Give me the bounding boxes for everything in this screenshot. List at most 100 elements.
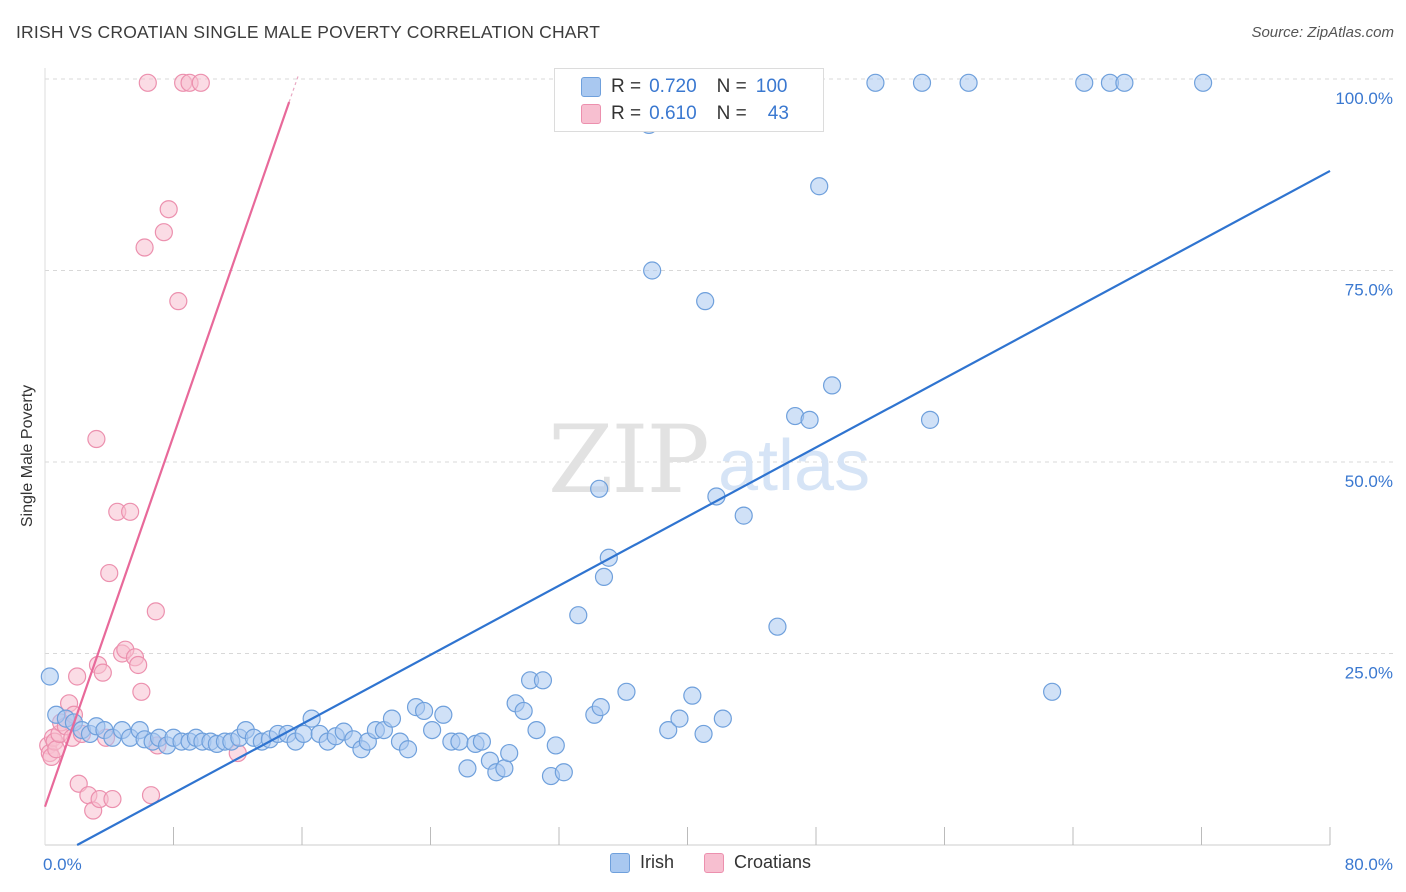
- irish-point: [694, 724, 713, 744]
- irish-r-value: 0.720: [649, 76, 697, 97]
- x-tick-label: 0.0%: [43, 855, 82, 874]
- stats-row-irish: R = 0.720 N = 100: [555, 74, 787, 100]
- croatian-point: [100, 563, 119, 583]
- irish-point: [659, 720, 678, 740]
- croatian-points: [39, 73, 247, 820]
- croatian-point: [87, 429, 106, 449]
- croatian-point: [68, 667, 87, 686]
- series-legend: Irish Croatians: [610, 852, 841, 873]
- croatian-point: [141, 786, 161, 805]
- irish-point: [500, 743, 519, 763]
- trend-lines: [43, 73, 1331, 846]
- irish-point: [569, 606, 588, 625]
- irish-point: [822, 376, 842, 395]
- irish-point: [423, 720, 442, 740]
- croatian-trend-extension: [288, 73, 300, 103]
- croatian-point: [132, 682, 151, 701]
- source-credit: Source: ZipAtlas.com: [1251, 24, 1394, 41]
- irish-point: [912, 73, 932, 92]
- irish-point: [683, 686, 702, 705]
- croatian-point: [103, 789, 122, 809]
- irish-n-label: N =: [716, 76, 747, 97]
- irish-point: [810, 177, 829, 196]
- legend-irish-swatch: [610, 852, 630, 873]
- irish-r-label: R =: [611, 76, 642, 97]
- irish-points: [40, 73, 1213, 786]
- croatian-point: [146, 602, 165, 621]
- croatians-r-label: R =: [611, 103, 642, 124]
- axes: [44, 68, 1331, 846]
- irish-point: [495, 759, 514, 778]
- watermark-atlas: atlas: [718, 426, 870, 506]
- legend-item-croatians: Croatians: [704, 852, 811, 873]
- irish-point: [959, 73, 978, 92]
- irish-point: [800, 410, 819, 429]
- chart-title: IRISH VS CROATIAN SINGLE MALE POVERTY CO…: [16, 22, 601, 42]
- croatian-point: [169, 292, 188, 311]
- y-tick-label: 75.0%: [1345, 281, 1393, 300]
- gridlines: [45, 78, 1395, 654]
- irish-point: [382, 709, 402, 728]
- legend-item-irish: Irish: [610, 852, 674, 873]
- legend-croatians-swatch: [704, 852, 725, 873]
- watermark: ZIP atlas: [548, 406, 870, 515]
- croatians-swatch: [581, 104, 601, 124]
- croatian-point: [159, 200, 178, 219]
- croatian-point: [121, 502, 140, 521]
- irish-point: [527, 720, 546, 740]
- irish-swatch: [581, 77, 601, 97]
- croatians-n-value: 43: [767, 103, 789, 124]
- irish-point: [546, 736, 565, 755]
- croatian-point: [154, 223, 173, 242]
- croatians-r-value: 0.610: [649, 103, 697, 124]
- irish-point: [414, 701, 434, 721]
- irish-trend-line: [76, 169, 1331, 846]
- irish-n-value: 100: [755, 76, 788, 97]
- irish-point: [768, 617, 787, 636]
- irish-point: [450, 732, 469, 751]
- irish-point: [472, 732, 491, 751]
- irish-point: [1043, 682, 1062, 701]
- croatian-trend-line: [43, 101, 291, 808]
- irish-point: [514, 701, 533, 721]
- irish-point: [734, 506, 753, 525]
- y-tick-label: 25.0%: [1345, 664, 1393, 683]
- irish-point: [294, 724, 313, 744]
- irish-point: [398, 740, 418, 759]
- irish-point: [643, 261, 662, 280]
- irish-point: [707, 487, 726, 506]
- croatian-point: [129, 655, 148, 675]
- irish-point: [434, 705, 453, 724]
- croatian-point: [135, 238, 154, 257]
- stats-row-croatians: R = 0.610 N = 43: [555, 101, 789, 127]
- irish-point: [590, 479, 609, 498]
- tick-labels: 25.0% 50.0% 75.0% 100.0% 0.0% 80.0%: [43, 89, 1393, 874]
- irish-point: [617, 682, 636, 701]
- croatian-point: [138, 73, 157, 92]
- irish-point: [696, 292, 715, 311]
- irish-point: [594, 567, 614, 587]
- legend-irish-label: Irish: [640, 852, 675, 872]
- stats-legend: R = 0.720 N = 100 R = 0.610 N = 43: [554, 68, 824, 132]
- irish-point: [920, 410, 940, 429]
- irish-point: [533, 671, 553, 690]
- irish-point: [670, 709, 689, 728]
- x-tick-label: 80.0%: [1345, 855, 1393, 874]
- irish-point: [1075, 73, 1094, 92]
- irish-point: [458, 759, 477, 778]
- irish-point: [591, 698, 610, 717]
- irish-point: [1194, 73, 1213, 92]
- y-tick-label: 100.0%: [1335, 89, 1393, 108]
- watermark-zip: ZIP: [548, 406, 708, 515]
- irish-point: [1115, 73, 1134, 92]
- irish-point: [554, 763, 573, 782]
- irish-point: [40, 667, 59, 686]
- y-tick-label: 50.0%: [1345, 472, 1393, 491]
- croatian-point: [93, 663, 112, 682]
- irish-point: [713, 709, 732, 728]
- croatian-point: [191, 73, 210, 92]
- irish-point: [866, 73, 885, 92]
- croatians-n-label: N =: [716, 103, 747, 124]
- legend-croatians-label: Croatians: [734, 852, 812, 872]
